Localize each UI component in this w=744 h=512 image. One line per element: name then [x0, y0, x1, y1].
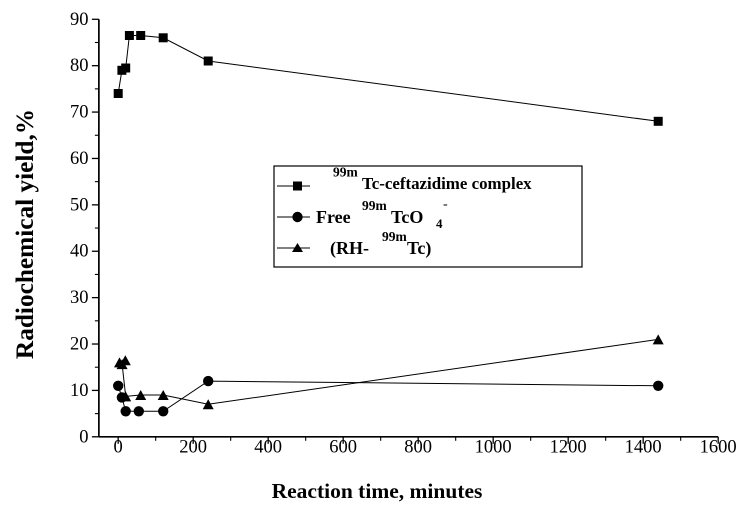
- svg-text:200: 200: [179, 438, 207, 458]
- svg-text:Reaction time, minutes: Reaction time, minutes: [272, 479, 483, 503]
- svg-text:Radiochemical yield,%: Radiochemical yield,%: [11, 109, 39, 359]
- svg-text:0: 0: [79, 427, 88, 447]
- svg-text:20: 20: [70, 335, 89, 355]
- svg-text:1400: 1400: [625, 438, 662, 458]
- svg-text:70: 70: [70, 103, 89, 123]
- svg-text:TcO: TcO: [391, 207, 423, 227]
- svg-text:50: 50: [70, 195, 89, 215]
- svg-text:99m: 99m: [382, 229, 408, 244]
- svg-text:99m: 99m: [333, 165, 359, 180]
- svg-text:40: 40: [70, 242, 89, 262]
- svg-text:99m: 99m: [362, 198, 388, 213]
- svg-text:Free: Free: [316, 207, 351, 227]
- svg-text:600: 600: [329, 438, 357, 458]
- svg-text:1200: 1200: [550, 438, 587, 458]
- svg-text:90: 90: [70, 10, 89, 30]
- svg-text:4: 4: [436, 216, 443, 231]
- svg-text:10: 10: [70, 381, 89, 401]
- svg-text:60: 60: [70, 149, 89, 169]
- svg-text:Tc-ceftazidime complex: Tc-ceftazidime complex: [362, 174, 532, 193]
- svg-text:30: 30: [70, 288, 89, 308]
- svg-text:-: -: [443, 197, 448, 212]
- svg-text:1000: 1000: [475, 438, 512, 458]
- svg-text:800: 800: [404, 438, 432, 458]
- svg-text:400: 400: [254, 438, 282, 458]
- svg-text:1600: 1600: [700, 438, 737, 458]
- svg-text:Tc): Tc): [407, 238, 431, 259]
- svg-text:0: 0: [114, 438, 123, 458]
- svg-text:(RH-: (RH-: [330, 238, 369, 259]
- svg-text:80: 80: [70, 56, 89, 76]
